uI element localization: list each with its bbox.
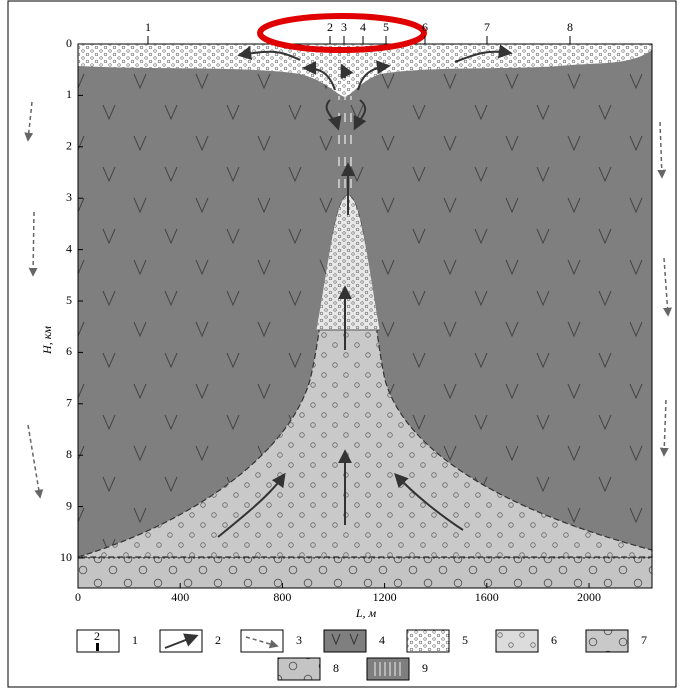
x-tick-label: 2000 xyxy=(577,590,601,604)
y-tick-label: 9 xyxy=(66,498,72,512)
legend-number: 1 xyxy=(132,633,138,647)
y-tick-label: 7 xyxy=(66,396,72,410)
y-tick-label: 4 xyxy=(66,241,72,255)
fracture-zone xyxy=(338,96,354,196)
legend-number: 9 xyxy=(422,661,428,675)
well-label: 5 xyxy=(383,20,389,34)
well-label: 4 xyxy=(360,20,366,34)
geologic-section: H, км L, м 01234567891004008001200160020… xyxy=(0,0,684,689)
x-tick-label: 1600 xyxy=(475,590,499,604)
legend-swatch xyxy=(278,658,320,680)
legend-number: 8 xyxy=(333,661,339,675)
y-axis-label: H, км xyxy=(40,326,54,355)
y-tick-label: 8 xyxy=(66,447,72,461)
x-tick-label: 400 xyxy=(171,590,189,604)
y-tick-label: 3 xyxy=(66,190,72,204)
legend-number: 5 xyxy=(462,633,468,647)
legend-number: 4 xyxy=(379,633,385,647)
legend-number: 2 xyxy=(215,633,221,647)
legend-swatch xyxy=(407,630,449,652)
y-tick-label: 1 xyxy=(66,87,72,101)
well-label: 6 xyxy=(422,20,428,34)
legend-number: 3 xyxy=(296,633,302,647)
y-tick-label: 10 xyxy=(60,550,72,564)
well-label: 1 xyxy=(145,20,151,34)
y-tick-label: 2 xyxy=(66,139,72,153)
legend-swatch xyxy=(586,630,628,652)
legend-swatch xyxy=(496,630,538,652)
x-tick-label: 1200 xyxy=(373,590,397,604)
x-axis-label: L, м xyxy=(355,606,377,620)
x-tick-label: 0 xyxy=(75,590,81,604)
y-tick-label: 6 xyxy=(66,344,72,358)
legend-number: 7 xyxy=(641,633,647,647)
legend-swatch xyxy=(367,658,409,680)
basement-pattern xyxy=(78,558,652,588)
legend-number: 6 xyxy=(551,633,557,647)
well-label: 3 xyxy=(341,20,347,34)
well-label: 7 xyxy=(484,20,490,34)
legend-symbol-bar xyxy=(96,643,99,651)
legend-swatch xyxy=(324,630,366,652)
y-tick-label: 0 xyxy=(66,36,72,50)
well-label: 8 xyxy=(567,20,573,34)
well-label: 2 xyxy=(327,20,333,34)
y-tick-label: 5 xyxy=(66,293,72,307)
legend-symbol-text: 2 xyxy=(94,629,100,643)
x-tick-label: 800 xyxy=(273,590,291,604)
